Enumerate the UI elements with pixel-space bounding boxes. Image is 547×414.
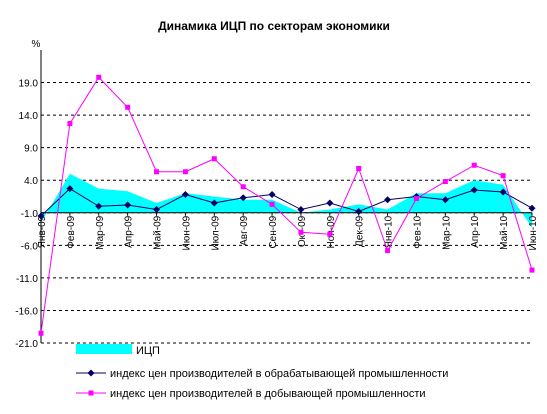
point-manufacturing xyxy=(124,201,132,209)
point-manufacturing xyxy=(528,204,536,212)
point-mining xyxy=(182,169,188,175)
point-manufacturing xyxy=(239,194,247,202)
point-manufacturing xyxy=(355,207,363,215)
line-series-mining xyxy=(40,76,533,334)
line-series-manufacturing xyxy=(40,188,533,217)
x-tick-label: Мар-10 xyxy=(441,215,452,249)
y-tick-label: 9.0 xyxy=(24,144,38,155)
y-tick-label: -1.0 xyxy=(21,209,39,220)
x-tick-label: Янв-09 xyxy=(37,215,48,248)
x-tick-label: Апр-10 xyxy=(470,215,481,248)
point-mining xyxy=(385,248,391,254)
x-tick-label: Июл-09 xyxy=(210,215,221,250)
x-tick-label: Авг-09 xyxy=(239,215,250,246)
plot-area: 19.0 14.0 9.0 4.0 -1.0 -6.0 -11.0 -16.0 -21.0 Янв… xyxy=(15,50,539,350)
x-tick-label: Фев-09 xyxy=(66,215,77,248)
y-tick-label: -16.0 xyxy=(15,306,38,317)
point-mining xyxy=(471,162,477,168)
point-mining xyxy=(413,195,419,201)
y-tick-label: 4.0 xyxy=(24,176,38,187)
x-tick-label: Сен-09 xyxy=(268,215,279,248)
x-tick-label: Май-10 xyxy=(499,215,510,249)
legend: ИЦП индекс цен производителей в обрабаты… xyxy=(76,344,448,400)
point-mining xyxy=(154,169,160,175)
point-manufacturing xyxy=(37,212,45,220)
point-mining xyxy=(38,330,44,336)
point-mining xyxy=(356,166,362,172)
point-mining xyxy=(269,201,275,207)
point-mining xyxy=(96,74,102,80)
point-manufacturing xyxy=(326,199,334,207)
legend-marker-manufacturing xyxy=(87,369,95,377)
legend-label-ici: ИЦП xyxy=(136,345,160,357)
y-tick-label: 19.0 xyxy=(19,79,39,90)
chart-title: Динамика ИЦП по секторам экономики xyxy=(158,19,390,33)
point-manufacturing xyxy=(384,196,392,204)
point-manufacturing xyxy=(470,186,478,194)
legend-label-mining: индекс цен производителей в добывающей п… xyxy=(110,388,426,400)
point-manufacturing xyxy=(153,206,161,214)
x-tick-label: Янв-10 xyxy=(384,215,395,248)
legend-marker-mining xyxy=(88,390,94,396)
area-series-ici xyxy=(41,173,532,228)
point-manufacturing xyxy=(66,185,74,193)
y-tick-label: -6.0 xyxy=(21,241,39,252)
x-tick-label: Июн-09 xyxy=(181,215,192,250)
y-tick-label: -21.0 xyxy=(15,339,38,350)
point-mining xyxy=(125,104,131,110)
point-mining xyxy=(327,231,333,237)
point-manufacturing xyxy=(441,196,449,204)
point-manufacturing xyxy=(268,191,276,199)
point-mining xyxy=(298,229,304,235)
point-mining xyxy=(529,267,535,273)
y-tick-label: 14.0 xyxy=(19,111,39,122)
point-mining xyxy=(240,184,246,190)
point-manufacturing xyxy=(181,191,189,199)
point-mining xyxy=(211,156,217,162)
point-mining xyxy=(500,173,506,179)
x-tick-label: Июн-10 xyxy=(528,215,539,250)
point-manufacturing xyxy=(95,202,103,210)
x-tick-label: Апр-09 xyxy=(124,215,135,248)
y-tick-label: -11.0 xyxy=(16,274,38,285)
point-mining xyxy=(442,179,448,185)
legend-swatch-ici xyxy=(76,344,132,354)
point-manufacturing xyxy=(499,188,507,196)
y-axis-unit: % xyxy=(32,39,41,50)
x-tick-label: Дек-09 xyxy=(355,215,366,247)
x-tick-label: Мар-09 xyxy=(95,215,106,249)
legend-label-manufacturing: индекс цен производителей в обрабатывающ… xyxy=(110,368,448,380)
x-tick-label: Фев-10 xyxy=(412,215,423,248)
point-manufacturing xyxy=(297,206,305,214)
point-manufacturing xyxy=(210,199,218,207)
point-mining xyxy=(67,121,73,127)
x-tick-label: Май-09 xyxy=(153,215,164,249)
